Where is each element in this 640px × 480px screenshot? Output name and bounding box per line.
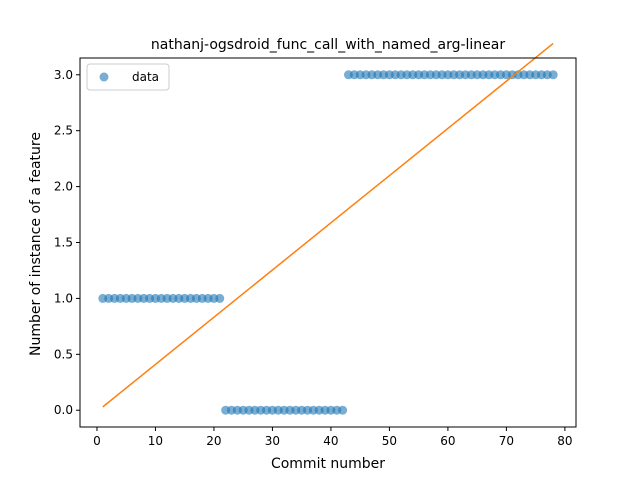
y-tick-label: 2.5 xyxy=(54,124,73,138)
x-tick-label: 20 xyxy=(206,434,221,448)
x-tick-label: 70 xyxy=(499,434,514,448)
x-tick-label: 50 xyxy=(382,434,397,448)
x-tick-label: 0 xyxy=(93,434,101,448)
fit-line xyxy=(102,42,554,408)
y-tick-label: 0.0 xyxy=(54,403,73,417)
x-tick-label: 10 xyxy=(148,434,163,448)
legend-box xyxy=(86,63,170,91)
y-axis-label: Number of instance of a feature xyxy=(28,132,44,356)
x-tick-label: 60 xyxy=(440,434,455,448)
data-point xyxy=(548,70,558,80)
plot-marks xyxy=(98,42,558,415)
y-tick-label: 1.0 xyxy=(54,291,73,305)
y-tick-label: 2.0 xyxy=(54,180,73,194)
y-tick-label: 0.5 xyxy=(54,347,73,361)
x-tick-label: 80 xyxy=(557,434,572,448)
x-axis-ticks: 0 10 20 30 40 50 60 70 80 xyxy=(93,427,573,448)
chart-title: nathanj-ogsdroid_func_call_with_named_ar… xyxy=(151,37,505,53)
y-tick-label: 1.5 xyxy=(54,236,73,250)
x-tick-label: 40 xyxy=(323,434,338,448)
y-tick-label: 3.0 xyxy=(54,68,73,82)
legend-marker xyxy=(99,72,109,82)
data-point xyxy=(338,405,348,415)
y-axis-ticks: 0.0 0.5 1.0 1.5 2.0 2.5 3.0 xyxy=(54,68,80,417)
plot-frame xyxy=(79,57,577,428)
legend-label: data xyxy=(132,70,159,84)
x-tick-label: 30 xyxy=(265,434,280,448)
data-point xyxy=(215,293,225,303)
legend: data xyxy=(86,63,170,91)
x-axis-label: Commit number xyxy=(271,456,385,472)
